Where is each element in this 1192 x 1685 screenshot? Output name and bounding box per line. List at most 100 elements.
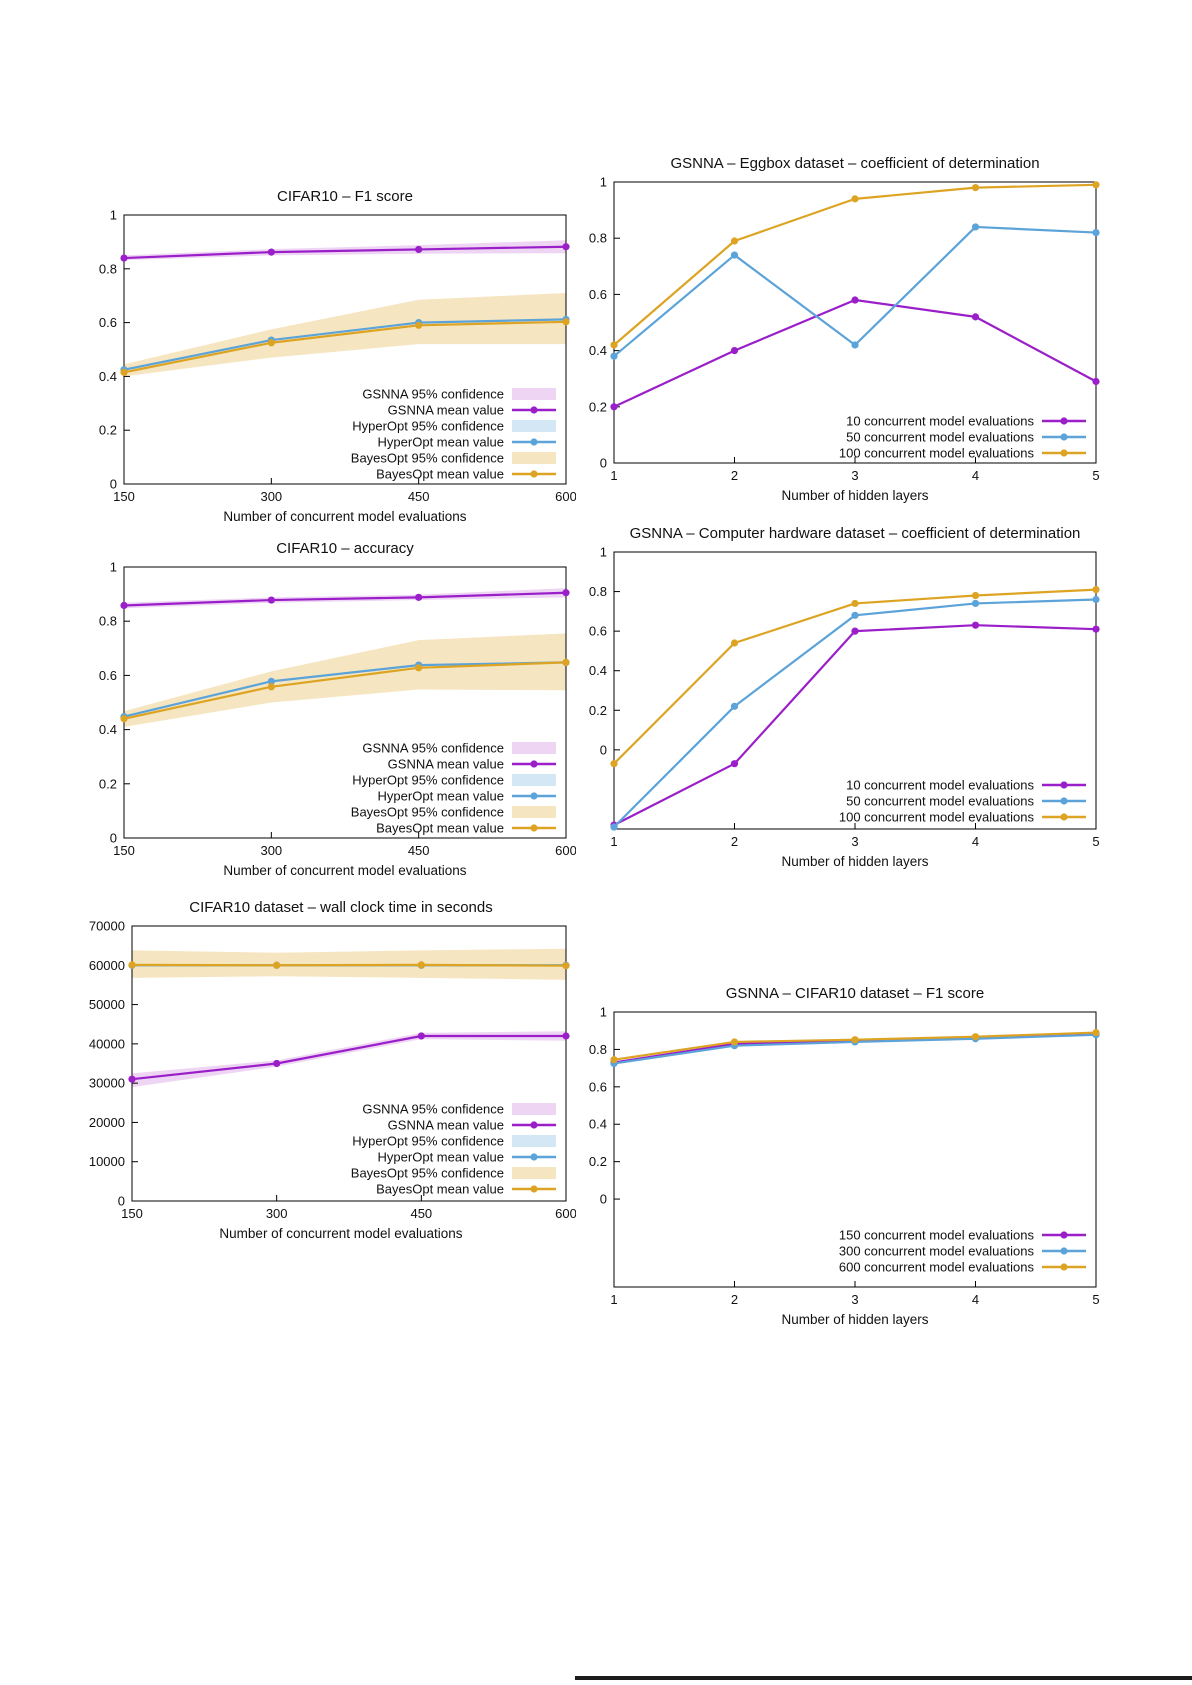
svg-text:5: 5 xyxy=(1092,1292,1099,1307)
svg-text:GSNNA 95% confidence: GSNNA 95% confidence xyxy=(362,387,504,402)
svg-text:0: 0 xyxy=(118,1194,125,1209)
svg-text:20000: 20000 xyxy=(89,1115,125,1130)
x-axis-label: Number of concurrent model evaluations xyxy=(223,509,467,524)
svg-text:0.2: 0.2 xyxy=(589,703,607,718)
svg-text:0: 0 xyxy=(600,1192,607,1207)
chart-title: CIFAR10 dataset – wall clock time in sec… xyxy=(189,899,493,916)
svg-text:BayesOpt mean value: BayesOpt mean value xyxy=(376,1182,504,1197)
cifar10-f1-plot: 0 0.2 0.4 0.6 0.8 1 150 300 450 600 GSNNA 95% conf… xyxy=(99,208,576,504)
chart-computer-hardware-r2: GSNNA – Computer hardware dataset – coef… xyxy=(578,523,1106,869)
gsnna-cifar10-f1-plot: 0 0.2 0.4 0.6 0.8 1 1 2 3 4 5 150 concurrent model … xyxy=(589,1005,1100,1307)
svg-text:GSNNA mean value: GSNNA mean value xyxy=(388,1118,504,1133)
svg-text:1: 1 xyxy=(600,175,607,190)
svg-text:40000: 40000 xyxy=(89,1036,125,1051)
svg-text:600: 600 xyxy=(555,489,576,504)
svg-text:30000: 30000 xyxy=(89,1076,125,1091)
svg-text:BayesOpt 95% confidence: BayesOpt 95% confidence xyxy=(351,451,504,466)
svg-text:2: 2 xyxy=(731,1292,738,1307)
svg-text:0.6: 0.6 xyxy=(589,624,607,639)
svg-text:0: 0 xyxy=(110,477,117,492)
svg-text:0.8: 0.8 xyxy=(589,231,607,246)
svg-text:100 concurrent model evaluatio: 100 concurrent model evaluations xyxy=(839,810,1035,825)
svg-text:0.2: 0.2 xyxy=(99,423,117,438)
svg-text:0: 0 xyxy=(600,456,607,471)
svg-text:5: 5 xyxy=(1092,468,1099,483)
svg-text:4: 4 xyxy=(972,468,979,483)
svg-text:70000: 70000 xyxy=(89,919,125,934)
x-axis-label: Number of hidden layers xyxy=(781,1312,929,1327)
chart-title: GSNNA – CIFAR10 dataset – F1 score xyxy=(725,985,985,1002)
svg-text:0.8: 0.8 xyxy=(99,614,117,629)
svg-text:0.6: 0.6 xyxy=(589,287,607,302)
chart-title: CIFAR10 – F1 score xyxy=(277,188,413,205)
svg-text:1: 1 xyxy=(610,834,617,849)
svg-text:450: 450 xyxy=(408,489,430,504)
x-axis-label: Number of concurrent model evaluations xyxy=(219,1226,463,1241)
svg-text:0.6: 0.6 xyxy=(99,668,117,683)
svg-text:BayesOpt 95% confidence: BayesOpt 95% confidence xyxy=(351,805,504,820)
svg-text:HyperOpt 95% confidence: HyperOpt 95% confidence xyxy=(352,419,504,434)
svg-text:GSNNA mean value: GSNNA mean value xyxy=(388,757,504,772)
svg-text:HyperOpt mean value: HyperOpt mean value xyxy=(378,789,504,804)
svg-text:0.4: 0.4 xyxy=(589,1117,607,1132)
svg-text:BayesOpt mean value: BayesOpt mean value xyxy=(376,467,504,482)
cifar10-wallclock-plot: 0 10000 20000 30000 40000 50000 60000 70000 150 3… xyxy=(89,919,576,1221)
svg-text:1: 1 xyxy=(110,208,117,223)
svg-text:0.4: 0.4 xyxy=(99,369,117,384)
svg-text:50 concurrent model evaluation: 50 concurrent model evaluations xyxy=(846,794,1034,809)
svg-text:0.8: 0.8 xyxy=(99,261,117,276)
svg-text:150: 150 xyxy=(113,489,135,504)
x-axis-label: Number of hidden layers xyxy=(781,854,929,869)
svg-text:2: 2 xyxy=(731,468,738,483)
svg-text:0.4: 0.4 xyxy=(589,663,607,678)
svg-text:0: 0 xyxy=(110,831,117,846)
svg-text:4: 4 xyxy=(972,834,979,849)
svg-text:450: 450 xyxy=(410,1206,432,1221)
svg-text:0.4: 0.4 xyxy=(99,722,117,737)
svg-text:2: 2 xyxy=(731,834,738,849)
eggbox-r2-plot: 0 0.2 0.4 0.6 0.8 1 1 2 3 4 5 10 concurrent model e… xyxy=(589,175,1100,483)
svg-text:10 concurrent model evaluation: 10 concurrent model evaluations xyxy=(846,778,1034,793)
page-bottom-rule xyxy=(575,1676,1192,1680)
cifar10-accuracy-plot: 0 0.2 0.4 0.6 0.8 1 150 300 450 600 GSNNA 95% conf… xyxy=(99,560,576,858)
svg-text:1: 1 xyxy=(110,560,117,575)
svg-text:10 concurrent model evaluation: 10 concurrent model evaluations xyxy=(846,414,1034,429)
chart-cifar10-f1: CIFAR10 – F1 score 0 0.2 0.4 0.6 0.8 1 150 300 4… xyxy=(88,186,576,524)
computer-hardware-r2-plot: 0 0.2 0.4 0.6 0.8 1 1 2 3 4 5 10 concurrent model e… xyxy=(589,545,1100,849)
svg-text:0.2: 0.2 xyxy=(589,1154,607,1169)
svg-text:HyperOpt 95% confidence: HyperOpt 95% confidence xyxy=(352,773,504,788)
svg-text:0.6: 0.6 xyxy=(589,1079,607,1094)
x-axis-label: Number of hidden layers xyxy=(781,488,929,503)
chart-cifar10-accuracy: CIFAR10 – accuracy 0 0.2 0.4 0.6 0.8 1 150 300 4… xyxy=(88,538,576,878)
svg-text:50 concurrent model evaluation: 50 concurrent model evaluations xyxy=(846,430,1034,445)
chart-title: GSNNA – Eggbox dataset – coefficient of … xyxy=(670,155,1040,172)
chart-gsnna-cifar10-f1: GSNNA – CIFAR10 dataset – F1 score 0 0.2 0… xyxy=(578,983,1106,1327)
svg-text:150 concurrent model evaluatio: 150 concurrent model evaluations xyxy=(839,1228,1035,1243)
svg-text:600 concurrent model evaluatio: 600 concurrent model evaluations xyxy=(839,1260,1035,1275)
svg-text:GSNNA 95% confidence: GSNNA 95% confidence xyxy=(362,741,504,756)
svg-text:BayesOpt 95% confidence: BayesOpt 95% confidence xyxy=(351,1166,504,1181)
svg-text:GSNNA 95% confidence: GSNNA 95% confidence xyxy=(362,1102,504,1117)
svg-text:150: 150 xyxy=(113,843,135,858)
svg-text:150: 150 xyxy=(121,1206,143,1221)
svg-text:600: 600 xyxy=(555,1206,576,1221)
svg-text:1: 1 xyxy=(600,545,607,560)
svg-text:HyperOpt 95% confidence: HyperOpt 95% confidence xyxy=(352,1134,504,1149)
svg-text:3: 3 xyxy=(851,834,858,849)
svg-text:300 concurrent model evaluatio: 300 concurrent model evaluations xyxy=(839,1244,1035,1259)
chart-eggbox-r2: GSNNA – Eggbox dataset – coefficient of … xyxy=(578,153,1106,503)
svg-text:BayesOpt mean value: BayesOpt mean value xyxy=(376,821,504,836)
svg-text:600: 600 xyxy=(555,843,576,858)
svg-text:1: 1 xyxy=(610,468,617,483)
svg-text:1: 1 xyxy=(600,1005,607,1020)
svg-text:10000: 10000 xyxy=(89,1154,125,1169)
svg-text:60000: 60000 xyxy=(89,958,125,973)
svg-text:0.2: 0.2 xyxy=(589,399,607,414)
svg-text:GSNNA mean value: GSNNA mean value xyxy=(388,403,504,418)
svg-text:HyperOpt mean value: HyperOpt mean value xyxy=(378,435,504,450)
svg-text:3: 3 xyxy=(851,468,858,483)
svg-text:HyperOpt mean value: HyperOpt mean value xyxy=(378,1150,504,1165)
svg-text:450: 450 xyxy=(408,843,430,858)
x-axis-label: Number of concurrent model evaluations xyxy=(223,863,467,878)
